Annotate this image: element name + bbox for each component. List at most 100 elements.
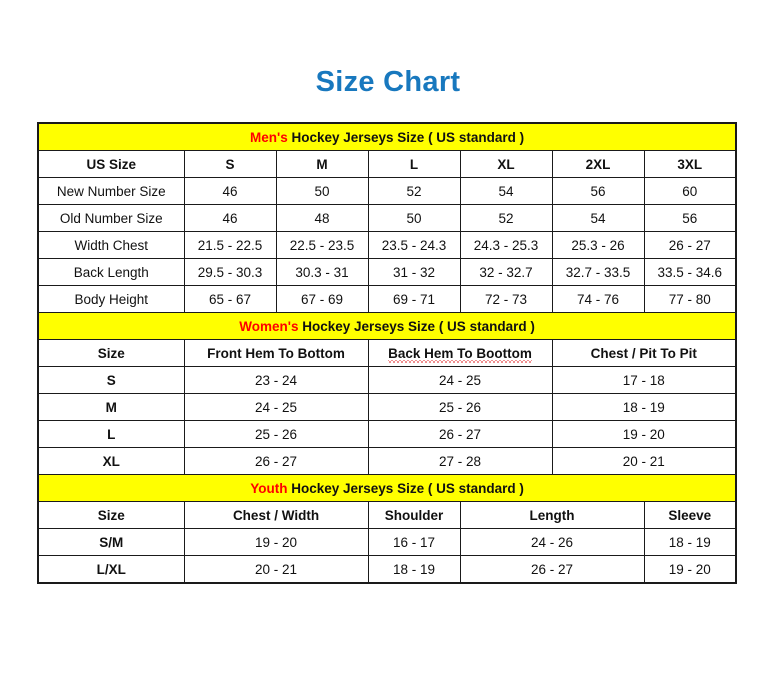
cell-men-1-3: 52 (459, 204, 553, 232)
cell-women-2-0: 25 - 26 (183, 420, 369, 448)
cell-youth-0-3: 18 - 19 (643, 528, 737, 556)
table-row: XL 26 - 27 27 - 28 20 - 21 (37, 447, 737, 475)
misspelled-text: Back Hem To Boottom (388, 345, 532, 363)
column-header-youth-2: Shoulder (367, 501, 461, 529)
column-header-men-3: L (367, 150, 461, 178)
table-header-row-women: Size Front Hem To Bottom Back Hem To Boo… (37, 339, 737, 367)
column-header-youth-3: Length (459, 501, 645, 529)
cell-men-2-3: 24.3 - 25.3 (459, 231, 553, 259)
row-label-men-0: New Number Size (37, 177, 185, 205)
section-banner-row-men: Men's Hockey Jerseys Size ( US standard … (37, 122, 737, 151)
row-label-women-2: L (37, 420, 185, 448)
row-label-youth-0: S/M (37, 528, 185, 556)
column-header-youth-1: Chest / Width (183, 501, 369, 529)
column-header-women-3: Chest / Pit To Pit (551, 339, 737, 367)
row-label-women-3: XL (37, 447, 185, 475)
size-chart-tables: Men's Hockey Jerseys Size ( US standard … (37, 122, 738, 584)
column-header-men-5: 2XL (551, 150, 645, 178)
section-banner-women: Women's Hockey Jerseys Size ( US standar… (37, 312, 737, 340)
column-header-youth-4: Sleeve (643, 501, 737, 529)
section-banner-accent-men: Men's (250, 129, 288, 145)
section-banner-row-youth: Youth Hockey Jerseys Size ( US standard … (37, 474, 737, 502)
column-header-men-1: S (183, 150, 277, 178)
row-label-men-2: Width Chest (37, 231, 185, 259)
page-title: Size Chart (315, 66, 461, 98)
cell-men-4-0: 65 - 67 (183, 285, 277, 313)
cell-men-3-2: 31 - 32 (367, 258, 461, 286)
column-header-women-2: Back Hem To Boottom (367, 339, 553, 367)
table-row: Old Number Size 46 48 50 52 54 56 (37, 204, 737, 232)
table-row: Body Height 65 - 67 67 - 69 69 - 71 72 -… (37, 285, 737, 313)
section-banner-rest-youth: Hockey Jerseys Size ( US standard ) (287, 480, 524, 496)
cell-youth-0-2: 24 - 26 (459, 528, 645, 556)
section-banner-accent-women: Women's (239, 318, 299, 334)
cell-men-1-4: 54 (551, 204, 645, 232)
cell-women-0-0: 23 - 24 (183, 366, 369, 394)
table-header-row-men: US Size S M L XL 2XL 3XL (37, 150, 737, 178)
column-header-men-0: US Size (37, 150, 185, 178)
cell-men-4-4: 74 - 76 (551, 285, 645, 313)
cell-men-1-5: 56 (643, 204, 737, 232)
cell-men-3-0: 29.5 - 30.3 (183, 258, 277, 286)
section-banner-rest-men: Hockey Jerseys Size ( US standard ) (287, 129, 525, 145)
table-header-row-youth: Size Chest / Width Shoulder Length Sleev… (37, 501, 737, 529)
cell-men-1-2: 50 (367, 204, 461, 232)
column-header-men-2: M (275, 150, 369, 178)
table-row: Width Chest 21.5 - 22.5 22.5 - 23.5 23.5… (37, 231, 737, 259)
cell-youth-1-1: 18 - 19 (367, 555, 461, 584)
cell-women-3-0: 26 - 27 (183, 447, 369, 475)
cell-women-1-0: 24 - 25 (183, 393, 369, 421)
column-header-women-1: Front Hem To Bottom (183, 339, 369, 367)
column-header-men-4: XL (459, 150, 553, 178)
row-label-youth-1: L/XL (37, 555, 185, 584)
cell-women-1-2: 18 - 19 (551, 393, 737, 421)
cell-men-3-5: 33.5 - 34.6 (643, 258, 737, 286)
cell-men-2-2: 23.5 - 24.3 (367, 231, 461, 259)
section-banner-accent-youth: Youth (250, 480, 288, 496)
column-header-men-6: 3XL (643, 150, 737, 178)
table-row: Back Length 29.5 - 30.3 30.3 - 31 31 - 3… (37, 258, 737, 286)
cell-women-1-1: 25 - 26 (367, 393, 553, 421)
cell-men-3-1: 30.3 - 31 (275, 258, 369, 286)
cell-men-1-0: 46 (183, 204, 277, 232)
cell-men-0-0: 46 (183, 177, 277, 205)
size-chart-table: Men's Hockey Jerseys Size ( US standard … (37, 122, 738, 584)
cell-men-4-3: 72 - 73 (459, 285, 553, 313)
cell-men-2-0: 21.5 - 22.5 (183, 231, 277, 259)
row-label-women-0: S (37, 366, 185, 394)
cell-men-3-3: 32 - 32.7 (459, 258, 553, 286)
cell-women-2-2: 19 - 20 (551, 420, 737, 448)
cell-men-4-5: 77 - 80 (643, 285, 737, 313)
cell-women-0-2: 17 - 18 (551, 366, 737, 394)
cell-men-2-4: 25.3 - 26 (551, 231, 645, 259)
cell-men-0-3: 54 (459, 177, 553, 205)
cell-youth-0-0: 19 - 20 (183, 528, 369, 556)
cell-men-1-1: 48 (275, 204, 369, 232)
table-row: New Number Size 46 50 52 54 56 60 (37, 177, 737, 205)
table-row: M 24 - 25 25 - 26 18 - 19 (37, 393, 737, 421)
cell-men-2-5: 26 - 27 (643, 231, 737, 259)
cell-women-2-1: 26 - 27 (367, 420, 553, 448)
cell-women-3-2: 20 - 21 (551, 447, 737, 475)
table-row: L 25 - 26 26 - 27 19 - 20 (37, 420, 737, 448)
cell-men-4-2: 69 - 71 (367, 285, 461, 313)
section-banner-youth: Youth Hockey Jerseys Size ( US standard … (37, 474, 737, 502)
section-banner-rest-women: Hockey Jerseys Size ( US standard ) (298, 318, 535, 334)
column-header-women-0: Size (37, 339, 185, 367)
cell-women-0-1: 24 - 25 (367, 366, 553, 394)
cell-men-2-1: 22.5 - 23.5 (275, 231, 369, 259)
cell-men-3-4: 32.7 - 33.5 (551, 258, 645, 286)
cell-youth-1-3: 19 - 20 (643, 555, 737, 584)
cell-men-0-1: 50 (275, 177, 369, 205)
cell-youth-1-2: 26 - 27 (459, 555, 645, 584)
cell-men-0-4: 56 (551, 177, 645, 205)
cell-youth-1-0: 20 - 21 (183, 555, 369, 584)
cell-men-4-1: 67 - 69 (275, 285, 369, 313)
column-header-youth-0: Size (37, 501, 185, 529)
cell-men-0-5: 60 (643, 177, 737, 205)
row-label-men-4: Body Height (37, 285, 185, 313)
cell-women-3-1: 27 - 28 (367, 447, 553, 475)
row-label-men-3: Back Length (37, 258, 185, 286)
section-banner-men: Men's Hockey Jerseys Size ( US standard … (37, 122, 737, 151)
